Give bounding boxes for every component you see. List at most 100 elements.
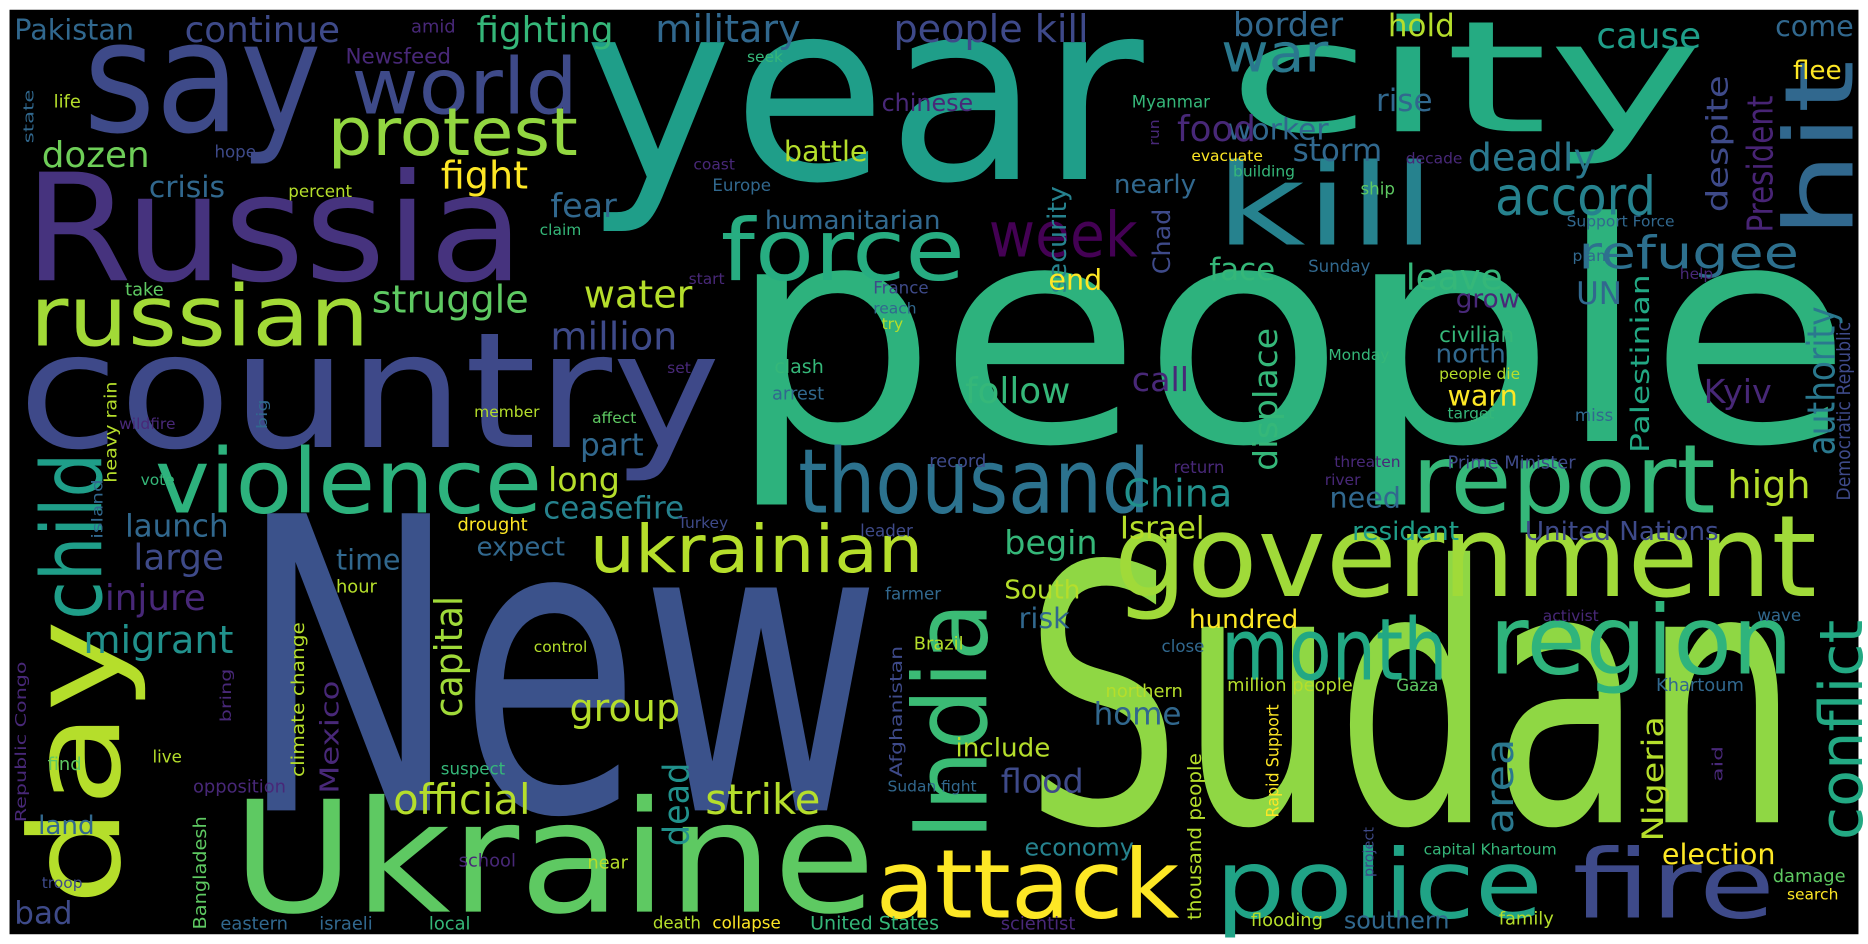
word: near <box>587 853 628 874</box>
word: Afghanistan <box>887 646 906 777</box>
word: country <box>18 298 721 485</box>
word: southern <box>1344 906 1450 934</box>
word: people <box>727 158 1853 513</box>
word: bring <box>217 669 235 723</box>
word: life <box>54 91 81 112</box>
word: coast <box>693 155 735 173</box>
word: United States <box>810 912 939 934</box>
word: troop <box>42 874 83 892</box>
word: Democratic Republic <box>1833 322 1855 501</box>
word: world <box>351 42 577 132</box>
word: end <box>1048 263 1102 297</box>
word: thousand people <box>1184 753 1206 920</box>
word: opposition <box>193 776 286 797</box>
word: amid <box>411 16 456 37</box>
word: people die <box>1439 365 1520 383</box>
word: economy <box>1025 834 1134 862</box>
word: activist <box>1543 607 1599 625</box>
word: Ukraine <box>232 768 875 944</box>
word: close <box>1162 637 1205 656</box>
word: river <box>1325 471 1361 489</box>
word: Rapid Support <box>1263 704 1282 818</box>
word: continue <box>185 10 340 51</box>
word: capital <box>427 596 471 718</box>
word: thousand <box>798 431 1149 535</box>
word: Mexico <box>315 680 345 793</box>
word: ceasefire <box>543 490 684 526</box>
word: leader <box>860 521 913 540</box>
word: percent <box>288 182 352 201</box>
word: seek <box>747 48 783 66</box>
word: Brazil <box>914 634 964 655</box>
word: affect <box>592 409 636 427</box>
word: leave <box>1406 258 1503 299</box>
word: reach <box>873 300 916 318</box>
word: kill <box>1215 139 1435 271</box>
word: Newsfeed <box>345 44 450 69</box>
word: aid <box>1711 746 1727 782</box>
word: follow <box>965 371 1070 412</box>
word: local <box>429 913 471 934</box>
word: Europe <box>712 176 771 195</box>
word: injure <box>105 578 206 619</box>
word: bad <box>14 896 72 932</box>
word: despite <box>1700 75 1735 212</box>
word: clash <box>774 356 823 378</box>
word: security <box>1043 186 1073 293</box>
word: hundred <box>1189 605 1298 635</box>
word: protest <box>328 95 578 171</box>
word: wave <box>1757 606 1801 625</box>
word: rise <box>1376 83 1433 119</box>
word: building <box>1233 163 1295 181</box>
word: launch <box>125 508 228 544</box>
word: Myanmar <box>1132 92 1210 111</box>
word: return <box>1173 458 1224 477</box>
word: set <box>667 359 691 377</box>
word: large <box>133 538 224 579</box>
word: heavy rain <box>102 381 121 482</box>
word: state <box>21 89 37 143</box>
word: month <box>1221 600 1447 700</box>
word: Chad <box>1148 209 1176 275</box>
word: Monday <box>1328 346 1389 364</box>
word: run <box>1147 119 1163 145</box>
word: report <box>1412 426 1716 536</box>
word: Nigeria <box>1636 716 1671 841</box>
word: Turkey <box>677 514 728 532</box>
word: million people <box>1227 675 1353 696</box>
word: child <box>24 453 121 620</box>
word: area <box>1478 739 1522 834</box>
word: hope <box>214 142 256 161</box>
word: conflict <box>1808 620 1868 840</box>
word: face <box>1209 252 1275 288</box>
word: Bangladesh <box>190 816 211 929</box>
word: help <box>1680 265 1713 283</box>
word: death <box>653 913 701 932</box>
word: project <box>1362 827 1378 877</box>
word: arrest <box>772 383 824 404</box>
word: try <box>882 315 904 333</box>
word: hour <box>336 576 378 597</box>
word: risk <box>1019 601 1071 635</box>
word: United Nations <box>1525 517 1719 547</box>
word: attack <box>876 831 1180 941</box>
word: damage <box>1773 866 1846 887</box>
word: President <box>1741 96 1782 233</box>
word: member <box>474 403 540 421</box>
word: civilian <box>1439 323 1514 348</box>
word: drought <box>457 514 527 535</box>
word: Israel <box>1120 511 1205 547</box>
word: vote <box>141 471 175 489</box>
word: expect <box>477 532 566 562</box>
word: big <box>255 399 271 429</box>
word: people kill <box>893 7 1088 51</box>
word: Gaza <box>1396 676 1438 695</box>
word: nearly <box>1114 170 1196 200</box>
word: flood <box>1001 761 1084 800</box>
word: high <box>1727 463 1810 507</box>
word: say <box>83 0 321 168</box>
word: official <box>393 775 530 824</box>
word: fight <box>441 153 528 197</box>
word: live <box>152 748 181 767</box>
